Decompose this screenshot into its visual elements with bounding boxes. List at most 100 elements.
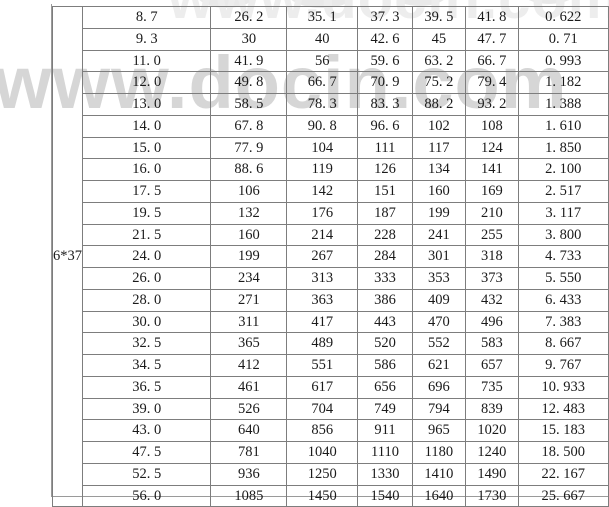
table-cell: 1. 850	[517, 136, 609, 160]
table-row: 32. 5 365 489 520 552 583 8. 667	[53, 332, 609, 355]
table-cell: 102	[411, 114, 467, 138]
table-cell: 36. 5	[81, 375, 212, 399]
table-cell: 255	[465, 223, 519, 247]
table-cell: 15. 0	[81, 136, 212, 160]
table-cell: 119	[286, 158, 359, 181]
table-row: 28. 0 271 363 386 409 432 6. 433	[53, 288, 609, 312]
table-cell: 234	[210, 267, 288, 290]
table-cell: 34. 5	[81, 354, 212, 377]
table-cell: 417	[286, 310, 359, 334]
table-cell: 47. 7	[465, 27, 519, 51]
table-cell: 49. 8	[210, 71, 288, 94]
table-cell: 30	[210, 27, 288, 51]
page-left-rule	[51, 4, 52, 496]
table-cell: 37. 3	[357, 6, 413, 29]
table-row: 16. 0 88. 6 119 126 134 141 2. 100	[53, 158, 609, 181]
table-cell: 1540	[357, 484, 413, 507]
table-cell: 1240	[465, 441, 519, 464]
table-cell: 63. 2	[411, 49, 467, 73]
table-cell: 134	[411, 158, 467, 181]
table-cell: 617	[286, 375, 359, 399]
table-cell: 39. 0	[81, 397, 212, 421]
table-cell: 126	[357, 158, 413, 181]
group-label-cell: 6*37	[52, 5, 83, 507]
table-cell: 88. 2	[411, 93, 467, 116]
table-cell: 2. 100	[517, 158, 609, 181]
wire-rope-spec-table: 6*37 8. 7 26. 2 35. 1 37. 3 39. 5 41. 8 0. 622 9…	[52, 5, 609, 507]
table-cell: 70. 9	[357, 71, 413, 94]
table-cell: 640	[210, 419, 288, 442]
table-row: 39. 0 526 704 749 794 839 12. 483	[53, 397, 609, 421]
table-cell: 45	[411, 27, 467, 51]
table-cell: 17. 5	[81, 180, 212, 203]
table-cell: 176	[286, 201, 359, 225]
table-row: 47. 5 781 1040 1110 1180 1240 18. 500	[53, 441, 609, 464]
table-cell: 67. 8	[210, 114, 288, 138]
table-cell: 28. 0	[81, 288, 212, 312]
table-cell: 301	[411, 245, 467, 268]
table-row: 14. 0 67. 8 90. 8 96. 6 102 108 1. 610	[53, 114, 609, 138]
table-cell: 12. 483	[517, 397, 609, 421]
table-cell: 35. 1	[286, 6, 359, 29]
table-cell: 56	[286, 49, 359, 73]
table-row: 52. 5 936 1250 1330 1410 1490 22. 167	[53, 462, 609, 486]
table-cell: 16. 0	[81, 158, 212, 181]
table-cell: 8. 667	[517, 332, 609, 355]
table-cell: 32. 5	[81, 332, 212, 355]
table-row: 56. 0 1085 1450 1540 1640 1730 25. 667	[53, 484, 609, 507]
table-cell: 1330	[357, 462, 413, 486]
table-cell: 0. 622	[517, 6, 609, 29]
table-cell: 526	[210, 397, 288, 421]
table-cell: 22. 167	[517, 462, 609, 486]
table-cell: 24. 0	[81, 245, 212, 268]
table-cell: 142	[286, 180, 359, 203]
table-cell: 66. 7	[465, 49, 519, 73]
table-cell: 160	[210, 223, 288, 247]
table-cell: 1250	[286, 462, 359, 486]
table-cell: 333	[357, 267, 413, 290]
table-cell: 4. 733	[517, 245, 609, 268]
table-cell: 911	[357, 419, 413, 442]
table-cell: 735	[465, 375, 519, 399]
table-cell: 1640	[411, 484, 467, 507]
table-cell: 794	[411, 397, 467, 421]
table-cell: 386	[357, 288, 413, 312]
table-cell: 1490	[465, 462, 519, 486]
table-cell: 365	[210, 332, 288, 355]
table-cell: 313	[286, 267, 359, 290]
table-cell: 151	[357, 180, 413, 203]
table-cell: 0. 71	[517, 27, 609, 51]
table-row: 43. 0 640 856 911 965 1020 15. 183	[53, 419, 609, 442]
table-cell: 160	[411, 180, 467, 203]
table-cell: 39. 5	[411, 6, 467, 29]
table-cell: 88. 6	[210, 158, 288, 181]
table-cell: 9. 767	[517, 354, 609, 377]
table-cell: 311	[210, 310, 288, 334]
table-cell: 30. 0	[81, 310, 212, 334]
table-cell: 373	[465, 267, 519, 290]
table-row: 34. 5 412 551 586 621 657 9. 767	[53, 354, 609, 377]
table-cell: 13. 0	[81, 93, 212, 116]
table-cell: 470	[411, 310, 467, 334]
table-cell: 9. 3	[81, 27, 212, 51]
table-cell: 3. 117	[517, 201, 609, 225]
table-cell: 169	[465, 180, 519, 203]
table-cell: 586	[357, 354, 413, 377]
table-row: 19. 5 132 176 187 199 210 3. 117	[53, 201, 609, 225]
table-row: 11. 0 41. 9 56 59. 6 63. 2 66. 7 0. 993	[53, 49, 609, 73]
table-cell: 104	[286, 136, 359, 160]
table-row: 13. 0 58. 5 78. 3 83. 3 88. 2 93. 2 1. 388	[53, 93, 609, 116]
table-cell: 25. 667	[517, 484, 609, 507]
table-row: 17. 5 106 142 151 160 169 2. 517	[53, 180, 609, 203]
table-cell: 8. 7	[81, 6, 212, 29]
table-cell: 117	[411, 136, 467, 160]
table-cell: 90. 8	[286, 114, 359, 138]
table-cell: 965	[411, 419, 467, 442]
table-cell: 583	[465, 332, 519, 355]
table-cell: 551	[286, 354, 359, 377]
table-cell: 47. 5	[81, 441, 212, 464]
table-cell: 40	[286, 27, 359, 51]
table-cell: 520	[357, 332, 413, 355]
table-cell: 271	[210, 288, 288, 312]
table-cell: 1. 182	[517, 71, 609, 94]
